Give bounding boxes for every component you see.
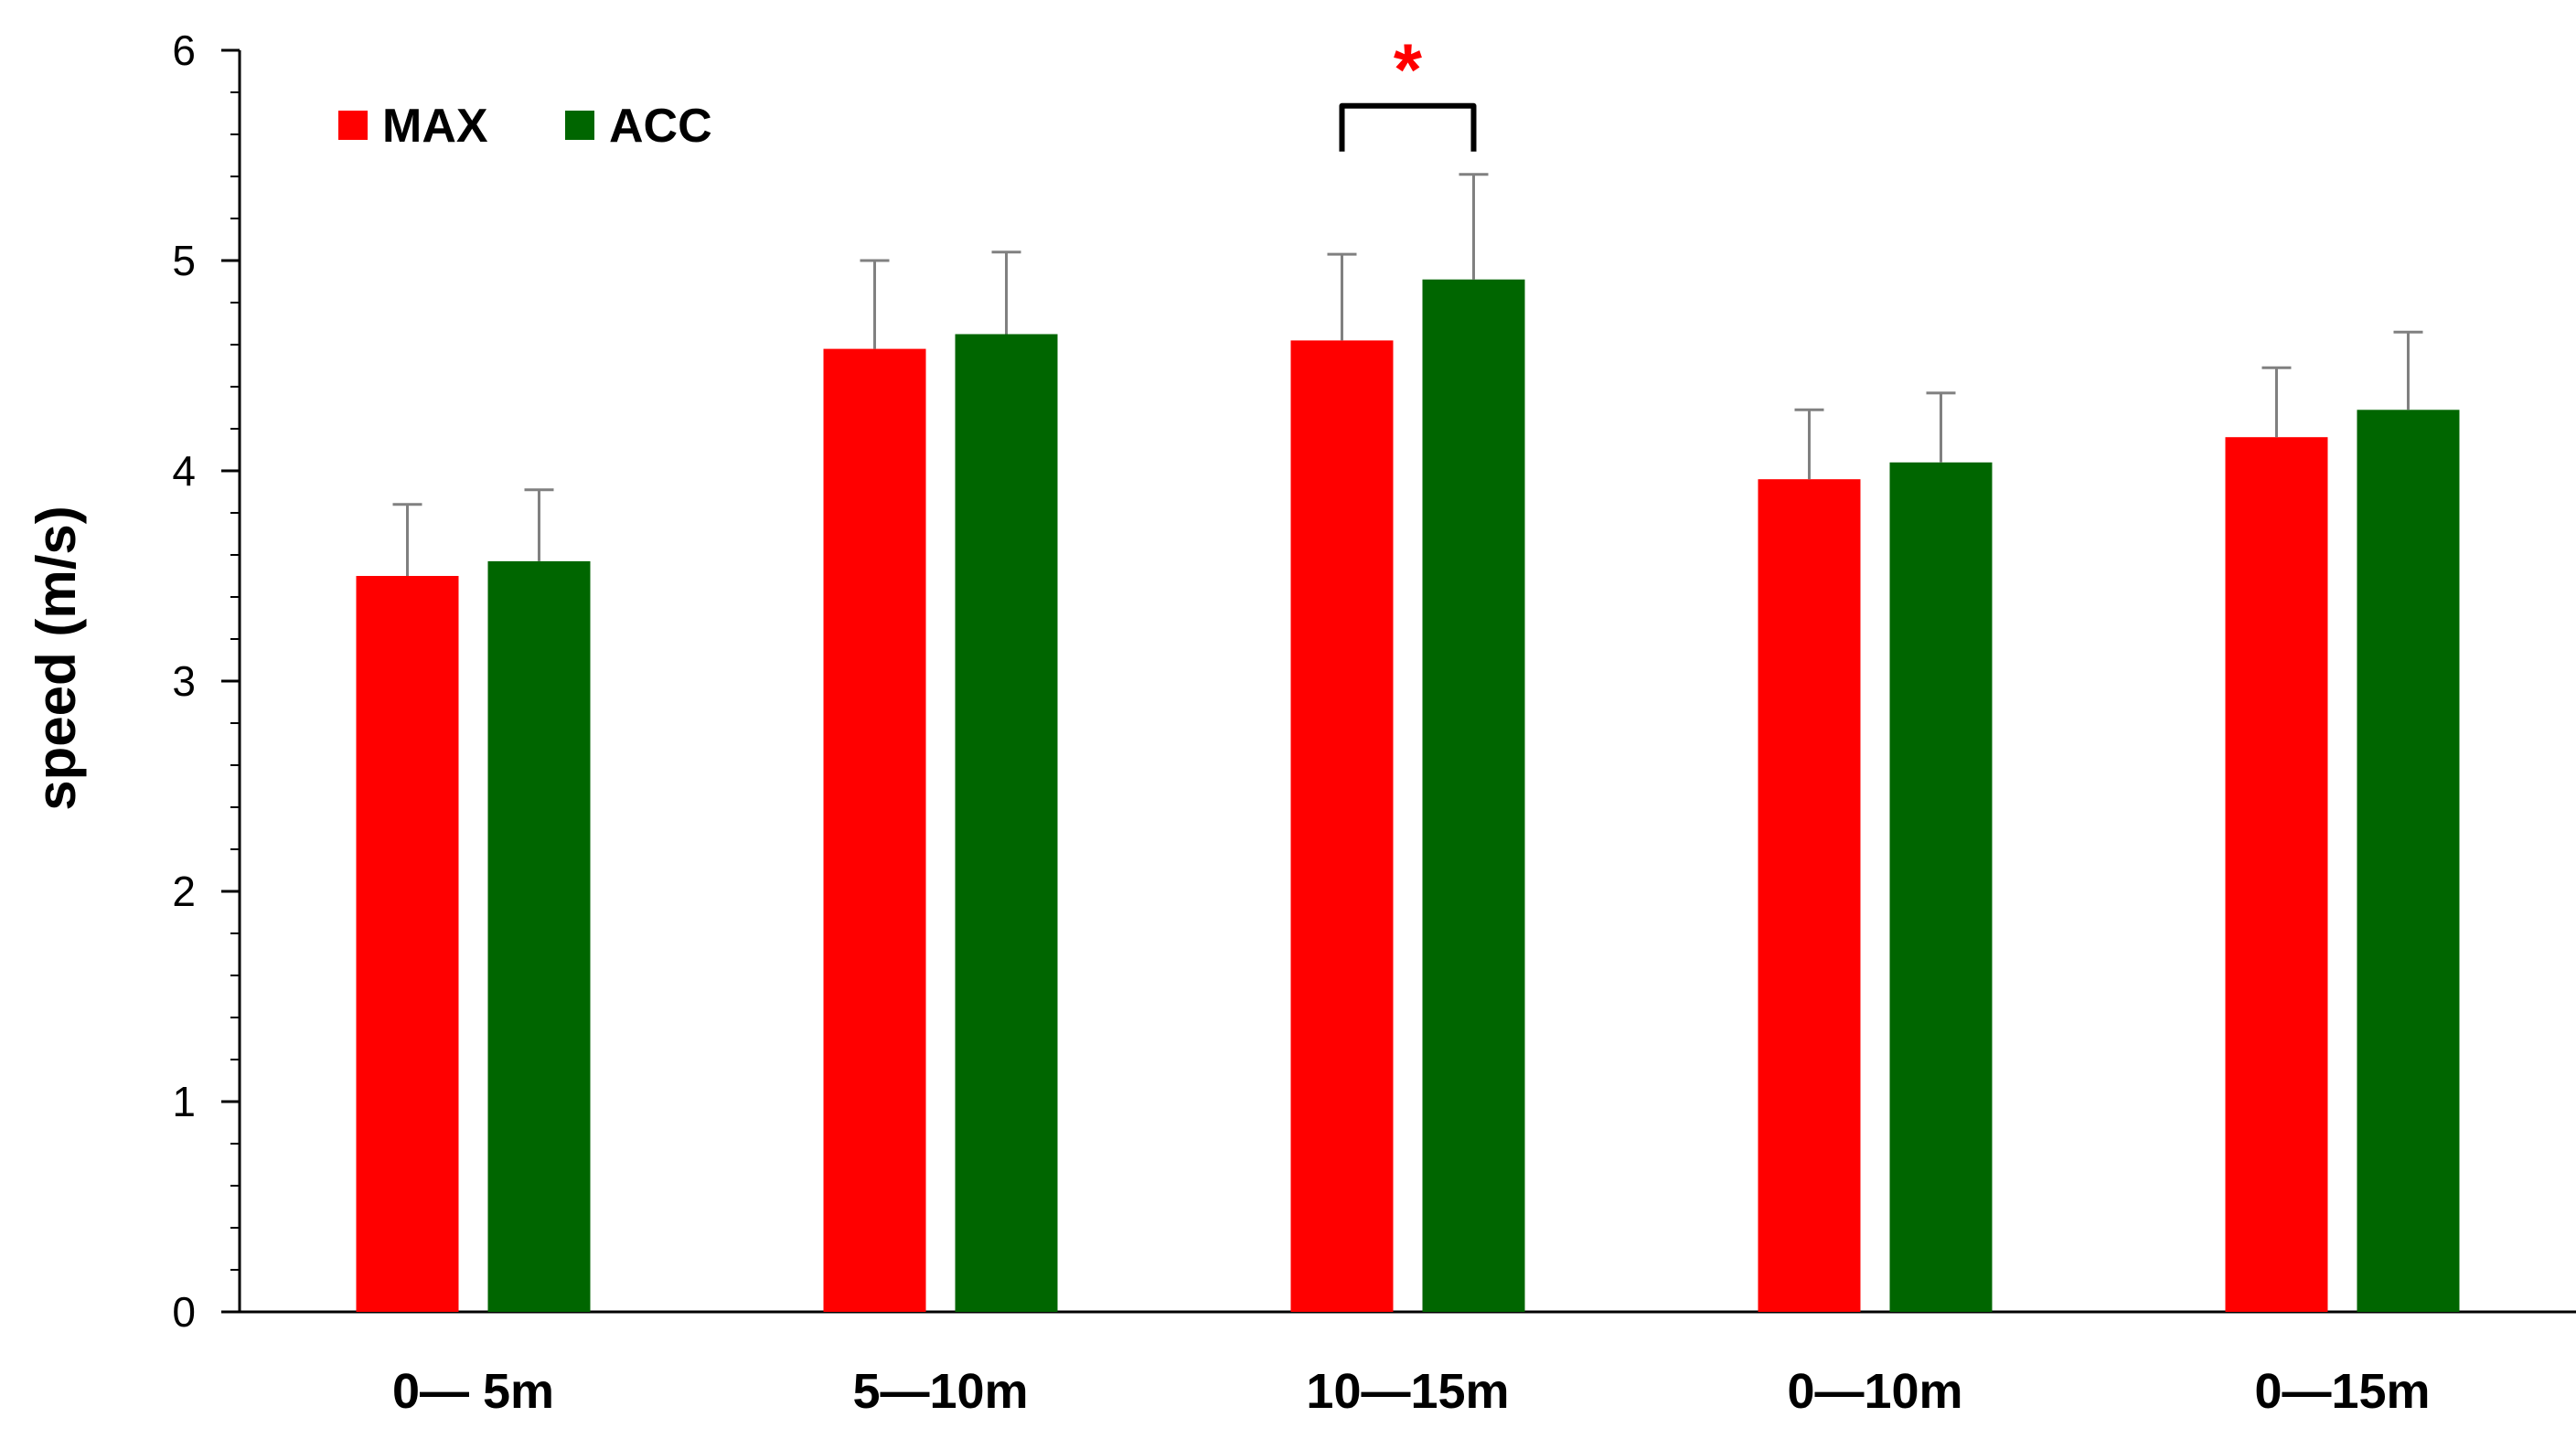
x-category-label: 5—10m bbox=[852, 1364, 1028, 1419]
bar-acc bbox=[487, 560, 591, 1312]
y-tick-label: 6 bbox=[172, 27, 196, 74]
significance-star: * bbox=[1394, 29, 1423, 111]
error-bars bbox=[392, 173, 2423, 576]
bar-max bbox=[823, 348, 926, 1313]
x-category-label: 0—10m bbox=[1787, 1364, 1962, 1419]
bar-max bbox=[1758, 479, 1861, 1312]
y-tick-label: 1 bbox=[172, 1078, 196, 1125]
x-category-label: 0— 5m bbox=[392, 1364, 554, 1419]
y-axis-ticks: 0 1 2 3 4 5 6 bbox=[172, 27, 240, 1336]
x-category-label: 10—15m bbox=[1306, 1364, 1509, 1419]
bar-max bbox=[2225, 437, 2328, 1312]
x-category-label: 0—15m bbox=[2254, 1364, 2430, 1419]
annotations: * bbox=[1339, 29, 1477, 152]
y-axis-title: speed (m/s) bbox=[26, 506, 87, 810]
legend-swatch-max bbox=[338, 111, 368, 140]
y-tick-label: 0 bbox=[172, 1288, 196, 1336]
bar-max bbox=[356, 576, 459, 1312]
significance-bracket bbox=[1339, 102, 1477, 152]
bar-max bbox=[1290, 340, 1394, 1312]
legend-label-acc: ACC bbox=[609, 100, 712, 153]
legend-label-max: MAX bbox=[382, 100, 488, 153]
bar-acc bbox=[2357, 410, 2460, 1312]
bar-acc bbox=[1889, 462, 1993, 1312]
y-tick-label: 3 bbox=[172, 657, 196, 705]
x-axis-labels: 0— 5m 5—10m 10—15m 0—10m 0—15m bbox=[392, 1364, 2431, 1419]
legend-swatch-acc bbox=[565, 111, 594, 140]
bar-acc bbox=[1422, 279, 1525, 1313]
y-tick-label: 4 bbox=[172, 447, 196, 495]
y-tick-label: 2 bbox=[172, 868, 196, 915]
y-tick-label: 5 bbox=[172, 237, 196, 284]
bar-acc bbox=[955, 334, 1058, 1312]
legend: MAX ACC bbox=[338, 100, 712, 153]
bars bbox=[356, 279, 2460, 1313]
